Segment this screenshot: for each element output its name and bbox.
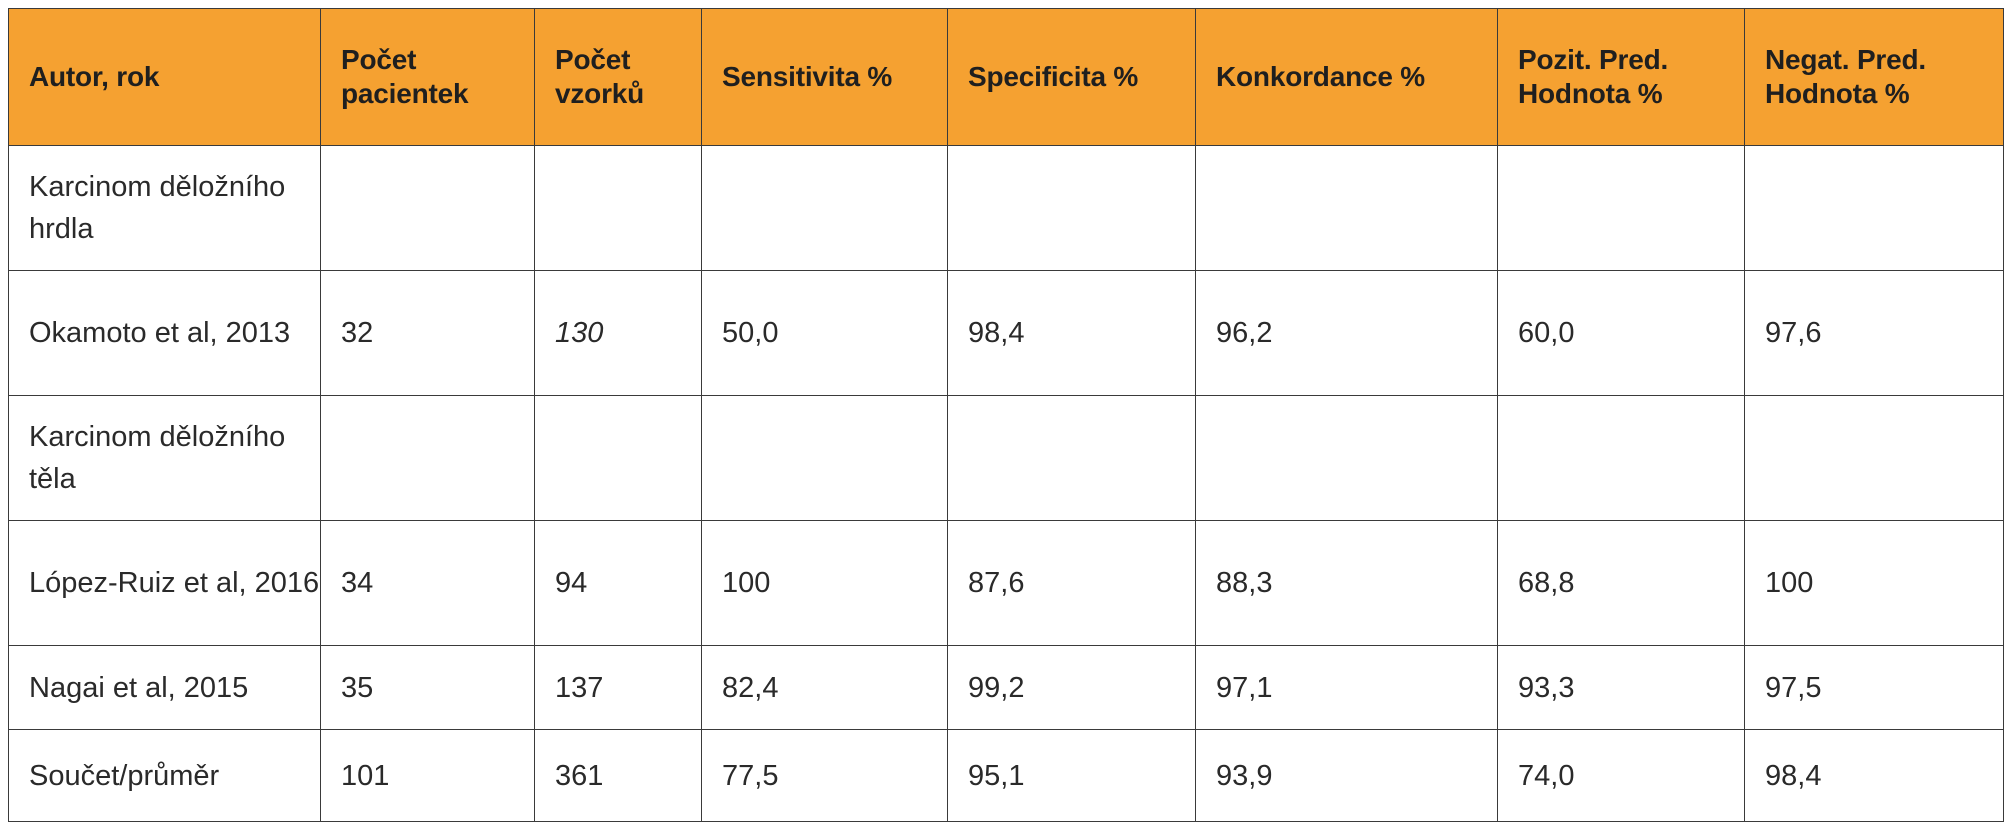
cell-specificity: 99,2	[947, 645, 1196, 730]
header-npv: Negat. Pred. Hodnota %	[1744, 8, 2004, 146]
cell-npv	[1744, 145, 2004, 271]
cell-samples: 130	[534, 270, 702, 396]
row-label: Součet/průměr	[8, 729, 321, 822]
cell-ppv: 68,8	[1497, 520, 1745, 646]
table-row-lopez-ruiz: López-Ruiz et al, 2016 34 94 100 87,6 88…	[8, 520, 2004, 646]
cell-patients	[320, 395, 535, 521]
results-table: Autor, rok Počet pacientek Počet vzorků …	[8, 8, 2004, 822]
cell-patients: 32	[320, 270, 535, 396]
cell-specificity: 98,4	[947, 270, 1196, 396]
cell-sensitivity: 50,0	[701, 270, 948, 396]
cell-ppv: 60,0	[1497, 270, 1745, 396]
cell-sensitivity: 100	[701, 520, 948, 646]
cell-specificity: 87,6	[947, 520, 1196, 646]
header-sample-count: Počet vzorků	[534, 8, 702, 146]
table-body: Karcinom děložního hrdla Okamoto et al, …	[8, 145, 2004, 822]
cell-patients: 34	[320, 520, 535, 646]
cell-specificity	[947, 145, 1196, 271]
results-table-container: Autor, rok Počet pacientek Počet vzorků …	[8, 8, 2004, 822]
cell-samples: 361	[534, 729, 702, 822]
cell-concordance	[1195, 145, 1498, 271]
cell-npv: 100	[1744, 520, 2004, 646]
cell-ppv: 93,3	[1497, 645, 1745, 730]
cell-samples	[534, 395, 702, 521]
row-label: Nagai et al, 2015	[8, 645, 321, 730]
table-row-section-cervix: Karcinom děložního hrdla	[8, 145, 2004, 271]
cell-npv: 97,6	[1744, 270, 2004, 396]
cell-samples: 137	[534, 645, 702, 730]
table-header: Autor, rok Počet pacientek Počet vzorků …	[8, 8, 2004, 146]
cell-sensitivity: 82,4	[701, 645, 948, 730]
cell-sensitivity: 77,5	[701, 729, 948, 822]
cell-concordance	[1195, 395, 1498, 521]
cell-sensitivity	[701, 395, 948, 521]
row-label: López-Ruiz et al, 2016	[8, 520, 321, 646]
row-label: Karcinom děložního hrdla	[8, 145, 321, 271]
table-row-section-uterus: Karcinom děložního těla	[8, 395, 2004, 521]
header-row: Autor, rok Počet pacientek Počet vzorků …	[8, 8, 2004, 146]
cell-ppv	[1497, 395, 1745, 521]
cell-patients: 35	[320, 645, 535, 730]
cell-concordance: 88,3	[1195, 520, 1498, 646]
cell-concordance: 96,2	[1195, 270, 1498, 396]
cell-npv: 98,4	[1744, 729, 2004, 822]
header-author-year: Autor, rok	[8, 8, 321, 146]
cell-specificity	[947, 395, 1196, 521]
cell-samples	[534, 145, 702, 271]
cell-npv	[1744, 395, 2004, 521]
cell-npv: 97,5	[1744, 645, 2004, 730]
header-sensitivity: Sensitivita %	[701, 8, 948, 146]
table-row-total: Součet/průměr 101 361 77,5 95,1 93,9 74,…	[8, 729, 2004, 822]
cell-samples: 94	[534, 520, 702, 646]
cell-ppv	[1497, 145, 1745, 271]
cell-specificity: 95,1	[947, 729, 1196, 822]
cell-patients	[320, 145, 535, 271]
cell-concordance: 97,1	[1195, 645, 1498, 730]
row-label: Okamoto et al, 2013	[8, 270, 321, 396]
table-row-nagai: Nagai et al, 2015 35 137 82,4 99,2 97,1 …	[8, 645, 2004, 730]
cell-sensitivity	[701, 145, 948, 271]
cell-patients: 101	[320, 729, 535, 822]
row-label: Karcinom děložního těla	[8, 395, 321, 521]
header-concordance: Konkordance %	[1195, 8, 1498, 146]
cell-ppv: 74,0	[1497, 729, 1745, 822]
table-row-okamoto: Okamoto et al, 2013 32 130 50,0 98,4 96,…	[8, 270, 2004, 396]
header-patient-count: Počet pacientek	[320, 8, 535, 146]
header-ppv: Pozit. Pred. Hodnota %	[1497, 8, 1745, 146]
cell-concordance: 93,9	[1195, 729, 1498, 822]
header-specificity: Specificita %	[947, 8, 1196, 146]
